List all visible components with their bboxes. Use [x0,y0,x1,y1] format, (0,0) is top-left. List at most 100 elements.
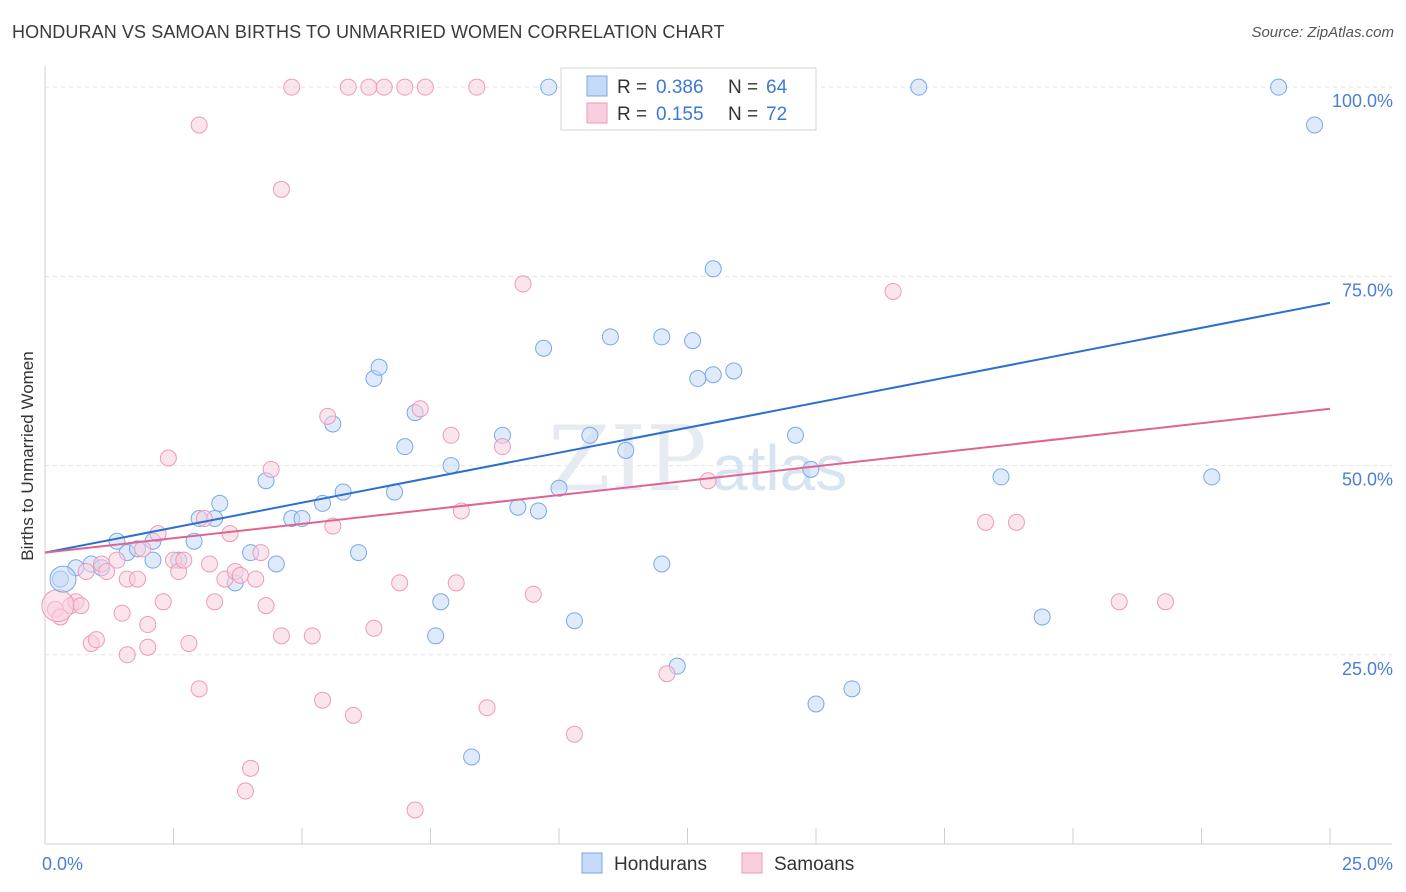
samoan-point [524,585,542,603]
legend-r-label-1: R = [617,77,647,98]
samoan-point [360,78,378,96]
samoan-point [468,78,486,96]
samoan-point [154,593,172,611]
y-tick-label: 50.0% [1342,470,1393,490]
honduran-point [463,748,481,766]
legend-n-label-1: N = [728,77,758,98]
honduran-point [565,612,583,630]
honduran-point [529,502,547,520]
honduran-point [550,479,568,497]
samoan-point [190,116,208,134]
honduran-point [1270,78,1288,96]
honduran-point [581,426,599,444]
axes [44,66,1392,845]
samoan-point [247,570,265,588]
samoan-point [129,570,147,588]
samoan-point [565,725,583,743]
honduran-point [540,78,558,96]
samoan-point [118,646,136,664]
data-points [41,78,1324,819]
legend-n-value-1: 64 [766,77,788,98]
honduran-point [211,494,229,512]
stats-legend: R = 0.386 N = 64 R = 0.155 N = 72 [560,67,817,131]
samoan-point [977,513,995,531]
legend-label-samoans: Samoans [774,854,854,875]
samoan-point [236,782,254,800]
honduran-point [684,332,702,350]
samoan-point [319,407,337,425]
samoan-point [339,78,357,96]
honduran-point [601,328,619,346]
samoan-trend-line [44,407,1331,554]
honduran-point [535,339,553,357]
honduran-point [427,627,445,645]
honduran-point [617,441,635,459]
samoan-point [314,691,332,709]
honduran-point [704,366,722,384]
samoan-point [41,589,75,623]
samoan-point [231,566,249,584]
series-legend: Hondurans Samoans [581,852,854,875]
honduran-point [350,544,368,562]
samoan-point [324,517,342,535]
source-label: Source: ZipAtlas.com [1251,24,1394,41]
samoan-point [365,619,383,637]
honduran-trend-line [44,301,1331,554]
legend-swatch-hondurans-bottom [581,852,603,874]
honduran-point [689,370,707,388]
honduran-point [992,468,1010,486]
samoan-point [108,551,126,569]
samoan-point [190,680,208,698]
samoan-point [175,551,193,569]
honduran-point [396,438,414,456]
legend-swatch-hondurans [586,75,608,97]
legend-swatch-samoans [586,102,608,124]
x-tick-labels: 0.0% 25.0% [42,854,1393,874]
legend-label-hondurans: Hondurans [614,854,707,875]
samoan-point [139,638,157,656]
legend-r-value-2: 0.155 [656,104,704,125]
x-tick-label: 0.0% [42,854,83,874]
samoan-point [206,593,224,611]
samoan-point [416,78,434,96]
honduran-point [144,551,162,569]
samoan-point [272,180,290,198]
honduran-point [653,328,671,346]
honduran-point [1033,608,1051,626]
samoan-point [159,449,177,467]
samoan-point [514,275,532,293]
honduran-point [432,593,450,611]
samoan-point [406,801,424,819]
samoan-point [1007,513,1025,531]
honduran-point [786,426,804,444]
chart-title: HONDURAN VS SAMOAN BIRTHS TO UNMARRIED W… [12,22,725,42]
samoan-point [478,699,496,717]
samoan-point [411,400,429,418]
honduran-point [802,460,820,478]
samoan-point [262,460,280,478]
honduran-point [509,498,527,516]
legend-r-value-1: 0.386 [656,77,704,98]
honduran-point [442,457,460,475]
samoan-point [139,616,157,634]
samoan-point [303,627,321,645]
samoan-point [1110,593,1128,611]
samoan-point [447,574,465,592]
samoan-point [113,604,131,622]
honduran-point [910,78,928,96]
honduran-point [49,565,77,593]
samoan-point [442,426,460,444]
samoan-point [396,78,414,96]
samoan-point [884,282,902,300]
samoan-point [391,574,409,592]
samoan-point [77,563,95,581]
samoan-point [658,665,676,683]
samoan-point [344,706,362,724]
trend-lines [44,301,1331,554]
samoan-point [257,597,275,615]
samoan-point [221,525,239,543]
honduran-point [704,260,722,278]
y-axis-label: Births to Unmarried Women [18,351,37,560]
samoan-point [252,544,270,562]
